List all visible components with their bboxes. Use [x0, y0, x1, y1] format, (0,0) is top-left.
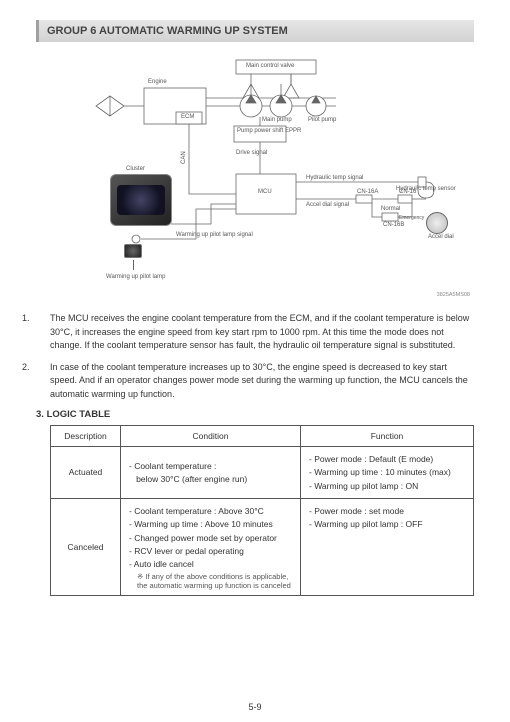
label-cn16b: CN-16B: [383, 222, 404, 228]
figure-reference: 3825A5MS08: [437, 292, 470, 298]
logic-table: Description Condition Function Actuated …: [50, 425, 474, 596]
label-emergency: Emergency: [399, 215, 424, 221]
label-engine: Engine: [148, 79, 167, 85]
system-diagram: Main control valve Engine ECM Main pump …: [36, 54, 474, 304]
label-mcu: MCU: [258, 189, 272, 195]
cluster-image: [110, 174, 172, 226]
label-cn16a: CN-16A: [357, 189, 378, 195]
accel-dial-image: [426, 212, 448, 234]
label-accel-dial: Accel dial: [428, 234, 454, 240]
page-number: 5-9: [0, 702, 510, 712]
label-warming-lamp: Warming up pilot lamp: [106, 274, 165, 280]
th-function: Function: [301, 426, 474, 447]
th-description: Description: [51, 426, 121, 447]
label-drive-signal: Drive signal: [236, 150, 267, 156]
label-main-pump: Main pump: [262, 117, 292, 123]
paragraph-1: 1.The MCU receives the engine coolant te…: [36, 312, 474, 353]
logic-table-heading: 3. LOGIC TABLE: [36, 409, 474, 420]
label-pilot-pump: Pilot pump: [308, 117, 336, 123]
label-main-control-valve: Main control valve: [246, 63, 294, 69]
label-cn16: CN-16: [399, 189, 416, 195]
pilot-lamp-icon: [124, 244, 142, 258]
paragraph-2: 2.In case of the coolant temperature inc…: [36, 361, 474, 402]
label-cluster: Cluster: [126, 166, 145, 172]
label-pump-power-shift: Pump power shift EPPR: [237, 128, 301, 135]
label-ecm: ECM: [181, 114, 194, 120]
label-accel-dial-signal: Accel dial signal: [306, 202, 349, 208]
table-row: Actuated - Coolant temperature : below 3…: [51, 447, 474, 499]
section-title: GROUP 6 AUTOMATIC WARMING UP SYSTEM: [36, 20, 474, 42]
label-warming-lamp-signal: Warming up pilot lamp signal: [176, 232, 253, 238]
label-hyd-temp-signal: Hydraulic temp signal: [306, 175, 363, 181]
label-can: CAN: [181, 151, 187, 164]
table-row: Canceled - Coolant temperature : Above 3…: [51, 498, 474, 595]
th-condition: Condition: [121, 426, 301, 447]
label-normal: Normal: [381, 206, 400, 212]
